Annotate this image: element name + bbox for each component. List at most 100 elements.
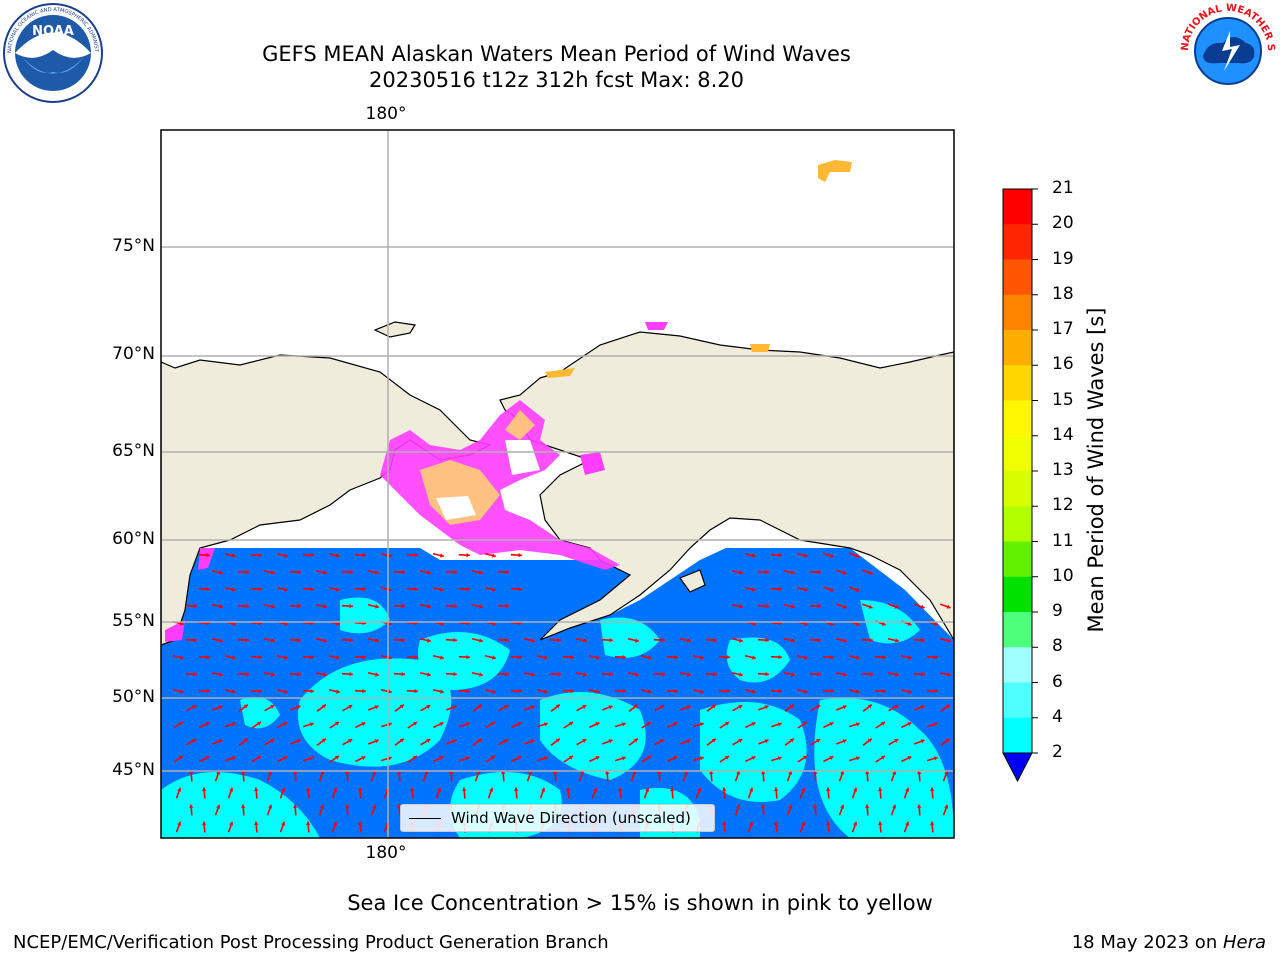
wave-direction-arrowhead — [489, 787, 494, 792]
wave-direction-arrowhead — [439, 655, 444, 660]
colorbar — [1003, 188, 1038, 754]
wave-direction-arrowhead — [465, 756, 470, 761]
wave-direction-arrowhead — [749, 787, 754, 792]
colorbar-segment — [1003, 717, 1032, 754]
wave-direction-arrowhead — [505, 569, 509, 575]
wave-direction-arrowhead — [349, 671, 353, 677]
wave-direction-arrowhead — [268, 804, 273, 809]
wave-direction-arrowhead — [517, 756, 522, 761]
wave-direction-arrowhead — [751, 689, 756, 694]
wave-direction-arrowhead — [945, 704, 950, 709]
wave-direction-arrowhead — [865, 804, 870, 809]
wave-direction-arrowhead — [297, 637, 301, 643]
wave-direction-arrowhead — [711, 704, 716, 709]
wave-direction-arrowhead — [673, 756, 678, 761]
wave-direction-arrowhead — [661, 637, 665, 643]
wave-direction-arrowhead — [686, 638, 691, 643]
wave-direction-arrowhead — [518, 688, 522, 694]
wave-direction-arrowhead — [345, 804, 350, 809]
wave-direction-arrowhead — [491, 655, 496, 660]
colorbar-tick-label: 15 — [1052, 389, 1074, 410]
wave-direction-arrowhead — [894, 604, 899, 609]
wave-direction-arrowhead — [869, 671, 873, 677]
wave-direction-arrowhead — [348, 705, 353, 709]
wave-direction-arrowhead — [449, 770, 454, 775]
wave-direction-arrowhead — [881, 721, 886, 726]
wave-direction-arrowhead — [713, 671, 717, 677]
wave-direction-arrowhead — [320, 804, 325, 809]
wave-direction-arrowhead — [465, 722, 470, 727]
wave-direction-arrowhead — [478, 638, 483, 643]
wave-direction-arrowhead — [736, 770, 741, 775]
wave-direction-arrowhead — [491, 553, 496, 558]
wave-direction-arrowhead — [439, 756, 444, 761]
wave-direction-arrowhead — [946, 638, 951, 643]
wave-direction-arrowhead — [218, 570, 223, 575]
wave-direction-arrowhead — [177, 821, 182, 826]
wave-direction-arrowhead — [179, 721, 184, 726]
wave-direction-arrowhead — [348, 739, 353, 743]
wave-direction-arrowhead — [504, 705, 509, 709]
wave-direction-arrowhead — [218, 672, 223, 677]
wave-direction-arrowhead — [803, 689, 808, 694]
wave-direction-arrowhead — [709, 770, 714, 775]
wave-direction-arrowhead — [789, 704, 794, 709]
wave-direction-arrowhead — [686, 739, 691, 744]
wave-direction-arrowhead — [297, 569, 301, 575]
lat-label-45: 45°N — [112, 760, 155, 780]
wave-direction-arrowhead — [530, 672, 535, 677]
wave-direction-arrowhead — [907, 689, 912, 694]
wave-direction-arrowhead — [582, 672, 587, 677]
wave-direction-arrowhead — [231, 655, 236, 660]
wave-direction-arrowhead — [335, 755, 340, 760]
wave-direction-arrowhead — [751, 722, 756, 727]
lat-label-55: 55°N — [112, 611, 155, 631]
wave-direction-arrowhead — [426, 705, 431, 709]
colorbar-tick-label: 10 — [1052, 565, 1074, 586]
colorbar-segment — [1003, 400, 1032, 437]
wave-direction-arrowhead — [817, 569, 821, 575]
wave-direction-arrowhead — [310, 552, 314, 558]
wave-direction-arrowhead — [790, 604, 795, 609]
wave-direction-arrowhead — [933, 756, 938, 761]
wave-direction-arrowhead — [569, 721, 574, 726]
wave-direction-arrowhead — [218, 604, 223, 609]
wave-direction-arrowhead — [254, 787, 259, 792]
wave-direction-arrowhead — [361, 756, 366, 761]
colorbar-tick-label: 21 — [1052, 178, 1074, 198]
wave-direction-arrowhead — [518, 586, 522, 592]
legend-text: Wind Wave Direction (unscaled) — [451, 809, 691, 827]
wave-direction-arrowhead — [541, 787, 546, 792]
wave-direction-arrowhead — [229, 787, 234, 792]
wave-direction-arrowhead — [855, 756, 860, 761]
wave-direction-arrowhead — [270, 638, 275, 643]
wave-direction-arrowhead — [749, 821, 754, 826]
wave-direction-arrowhead — [202, 787, 207, 792]
wave-direction-arrowhead — [517, 722, 522, 727]
wave-direction-arrowhead — [699, 655, 704, 660]
wave-direction-arrowhead — [283, 553, 288, 558]
wave-direction-arrowhead — [530, 705, 535, 710]
wave-direction-arrowhead — [892, 804, 897, 809]
wave-direction-arrowhead — [670, 787, 675, 792]
wave-direction-arrowhead — [813, 770, 818, 775]
wave-direction-arrowhead — [713, 637, 717, 643]
wave-direction-arrowhead — [686, 705, 691, 710]
wave-direction-arrowhead — [842, 739, 847, 744]
wave-direction-arrowhead — [426, 638, 431, 643]
wave-direction-arrowhead — [816, 739, 821, 743]
colorbar-segment — [1003, 506, 1032, 542]
wave-direction-arrowhead — [595, 689, 600, 694]
wave-direction-arrowhead — [878, 787, 883, 792]
wave-direction-arrowhead — [738, 638, 743, 643]
wave-direction-arrowhead — [466, 586, 470, 592]
wave-direction-arrowhead — [293, 770, 298, 775]
wave-direction-arrowhead — [206, 688, 210, 694]
wave-direction-arrowhead — [206, 552, 210, 558]
wave-direction-arrowhead — [634, 638, 639, 643]
wave-direction-arrowhead — [270, 739, 275, 743]
wave-direction-arrowhead — [528, 770, 533, 775]
wave-direction-arrowhead — [453, 569, 457, 575]
wave-direction-arrowhead — [921, 671, 925, 677]
